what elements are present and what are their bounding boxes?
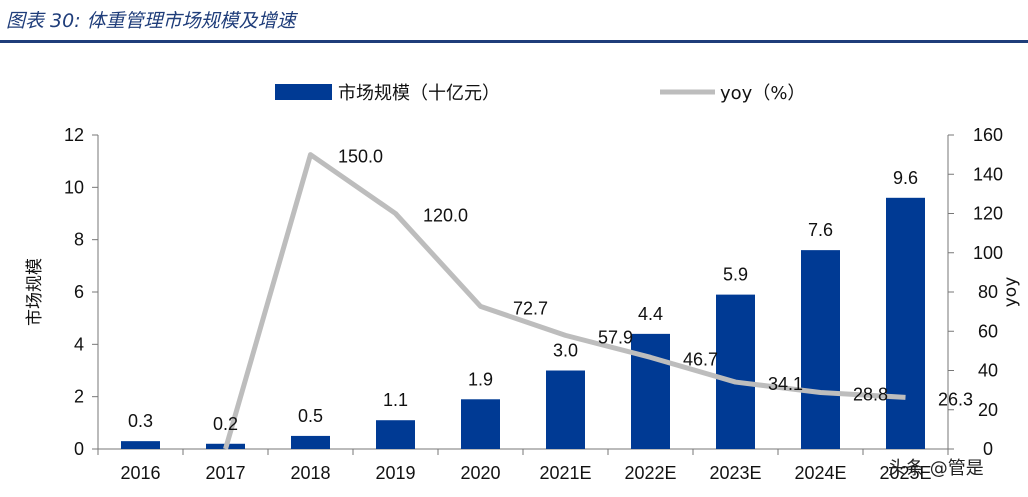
right-tick-label: 60 <box>978 321 998 341</box>
x-tick-label: 2018 <box>290 463 330 483</box>
bar-label-2024E: 7.6 <box>808 220 833 240</box>
bar-label-2021E: 3.0 <box>553 341 578 361</box>
right-axis-title: yoy <box>1001 277 1021 308</box>
bar-label-2022E: 4.4 <box>638 304 663 324</box>
left-tick-label: 6 <box>74 282 84 302</box>
x-tick-label: 2019 <box>375 463 415 483</box>
left-tick-label: 10 <box>64 177 84 197</box>
legend: 市场规模（十亿元） yoy（%） <box>275 83 805 104</box>
left-tick-label: 2 <box>74 387 84 407</box>
yoy-label-2019: 120.0 <box>423 206 468 226</box>
bar-2025E <box>886 197 925 449</box>
x-tick-label: 2017 <box>205 463 245 483</box>
yoy-label-2025E: 26.3 <box>938 389 973 409</box>
legend-line-label: yoy（%） <box>720 83 805 104</box>
bar-2024E <box>801 250 840 449</box>
x-tick-label: 2024E <box>794 463 846 483</box>
right-tick-label: 40 <box>978 361 998 381</box>
x-tick-label: 2016 <box>120 463 160 483</box>
figure-caption: 图表 30: 体重管理市场规模及增速 <box>6 10 296 32</box>
bar-label-2016: 0.3 <box>128 411 153 431</box>
caption-rule <box>0 40 1028 43</box>
yoy-label-2018: 150.0 <box>338 147 383 167</box>
data-labels: 0.3 0.2 0.5 1.1 1.9 3.0 4.4 5.9 7.6 9.6 150.0 120.0… <box>128 147 973 434</box>
legend-bar-swatch <box>275 84 332 100</box>
bar-label-2018: 0.5 <box>298 406 323 426</box>
bar-label-2025E: 9.6 <box>893 168 918 188</box>
x-tick-label: 2021E <box>539 463 591 483</box>
x-tick-label: 2022E <box>624 463 676 483</box>
bar-2020 <box>461 399 500 449</box>
right-tick-label: 160 <box>973 125 1003 145</box>
right-tick-label: 0 <box>983 439 993 459</box>
watermark: 头条 @管是 <box>888 458 984 479</box>
x-tick-label: 2023E <box>709 463 761 483</box>
bar-label-2019: 1.1 <box>383 390 408 410</box>
left-tick-label: 4 <box>74 334 84 354</box>
bar-label-2023E: 5.9 <box>723 265 748 285</box>
x-tick-label: 2020 <box>460 463 500 483</box>
bar-label-2017: 0.2 <box>213 414 238 434</box>
right-tick-label: 80 <box>978 282 998 302</box>
left-tick-label: 8 <box>74 230 84 250</box>
left-tick-label: 12 <box>64 125 84 145</box>
yoy-label-2021E: 57.9 <box>598 327 633 347</box>
yoy-label-2024E: 28.8 <box>853 384 888 404</box>
legend-bar-label: 市场规模（十亿元） <box>338 83 500 104</box>
bar-2023E <box>716 294 755 449</box>
right-tick-label: 100 <box>973 243 1003 263</box>
yoy-label-2020: 72.7 <box>513 298 548 318</box>
bar-2018 <box>291 435 330 449</box>
right-tick-label: 120 <box>973 204 1003 224</box>
x-tick-label: 2025E <box>879 463 931 483</box>
yoy-line <box>223 152 906 450</box>
bar-2021E <box>546 370 585 449</box>
bar-label-2020: 1.9 <box>468 369 493 389</box>
left-tick-label: 0 <box>74 439 84 459</box>
yoy-label-2022E: 46.7 <box>683 349 718 369</box>
left-axis-title: 市场规模 <box>25 258 45 326</box>
right-tick-label: 140 <box>973 164 1003 184</box>
right-tick-label: 20 <box>978 400 998 420</box>
bar-2019 <box>376 420 415 449</box>
bar-2022E <box>631 333 670 449</box>
yoy-label-2023E: 34.1 <box>768 374 803 394</box>
bars <box>121 197 925 449</box>
bar-2016 <box>121 441 160 449</box>
